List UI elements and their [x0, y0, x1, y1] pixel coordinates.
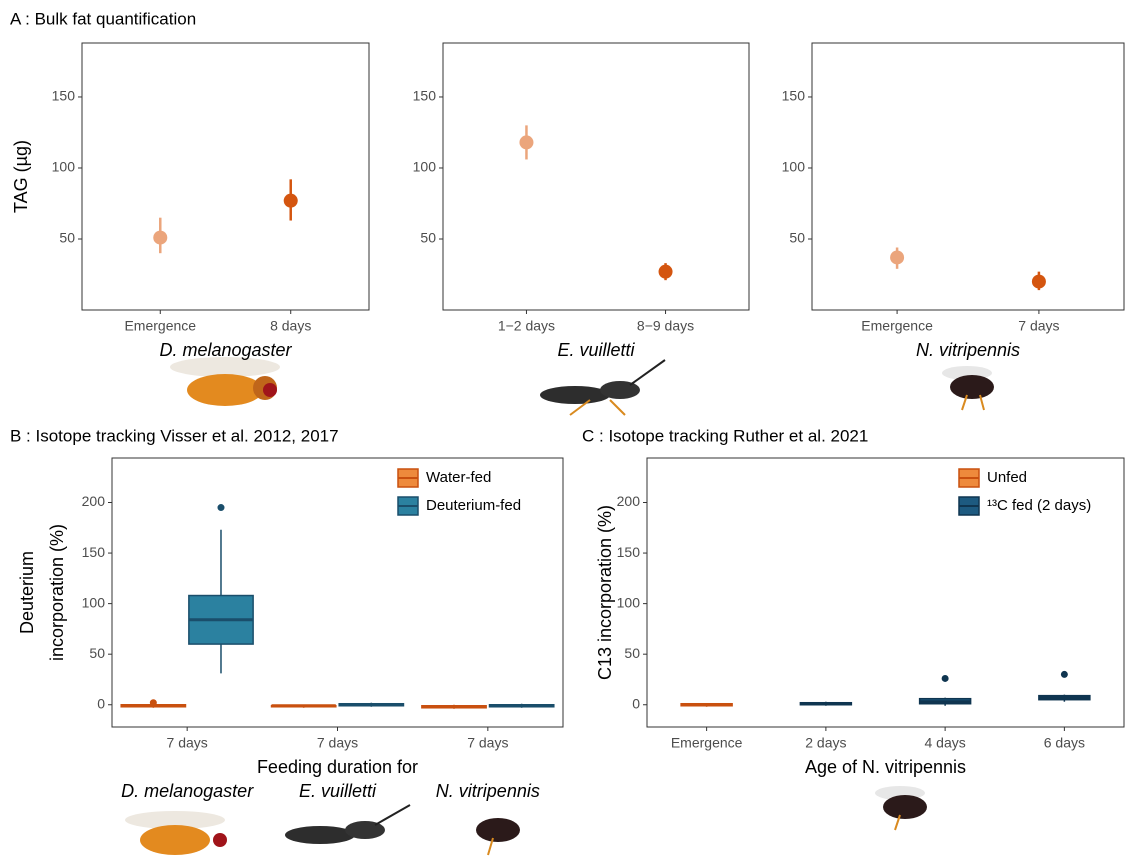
y-tick-label: 150	[617, 544, 641, 560]
wasp-illustration	[285, 805, 410, 844]
x-tick-label: 2 days	[805, 735, 846, 751]
y-tick-label: 50	[420, 230, 436, 246]
x-axis-title: N. vitripennis	[916, 340, 1020, 360]
y-tick-label: 100	[413, 159, 437, 175]
x-tick-label: 7 days	[467, 735, 508, 751]
y-tick-label: 50	[59, 230, 75, 246]
x-tick-label: 7 days	[317, 735, 358, 751]
panel-border	[82, 43, 369, 310]
x-tick-label: Emergence	[124, 318, 196, 334]
x-axis-title: Feeding duration for	[257, 757, 418, 777]
legend-label: ¹³C fed (2 days)	[987, 497, 1091, 514]
legend-label: Unfed	[987, 469, 1027, 486]
panel-border	[812, 43, 1124, 310]
x-tick-label: Emergence	[671, 735, 743, 751]
y-tick-label: 50	[789, 230, 805, 246]
y-tick-label: 150	[52, 88, 76, 104]
y-axis-title: C13 incorporation (%)	[595, 505, 615, 680]
figure: A : Bulk fat quantification 50 100 150 Emerg…	[0, 0, 1125, 863]
outlier	[150, 699, 157, 706]
y-tick-label: 0	[632, 695, 640, 711]
x-axis-title: Age of N. vitripennis	[805, 757, 966, 777]
wasp-illustration	[540, 360, 665, 415]
panel-title: B : Isotope tracking Visser et al. 2012,…	[10, 426, 339, 445]
y-axis-title: Deuterium	[17, 551, 37, 634]
y-tick-label: 100	[617, 594, 641, 610]
y-tick-label: 100	[82, 594, 106, 610]
x-tick-label: 1−2 days	[498, 318, 555, 334]
x-tick-label: 8−9 days	[637, 318, 694, 334]
panel-title: A : Bulk fat quantification	[10, 9, 196, 28]
wasp-illustration	[476, 818, 520, 855]
fly-illustration	[125, 811, 227, 855]
point	[153, 231, 167, 245]
y-axis-title: incorporation (%)	[47, 524, 67, 661]
x-tick-label: Emergence	[861, 318, 933, 334]
x-tick-label: 8 days	[270, 318, 311, 334]
group-label: N. vitripennis	[436, 781, 540, 801]
wasp-illustration	[942, 366, 994, 410]
group-label: E. vuilletti	[299, 781, 377, 801]
y-tick-label: 200	[82, 493, 106, 509]
x-axis-title: D. melanogaster	[159, 340, 292, 360]
legend-label: Deuterium-fed	[426, 497, 521, 514]
point	[519, 135, 533, 149]
legend-label: Water-fed	[426, 469, 491, 486]
y-tick-label: 100	[782, 159, 806, 175]
wasp-illustration	[875, 786, 927, 830]
panel-title: C : Isotope tracking Ruther et al. 2021	[582, 426, 868, 445]
y-tick-label: 200	[617, 493, 641, 509]
y-axis-title: TAG (µg)	[11, 140, 31, 213]
x-tick-label: 6 days	[1044, 735, 1085, 751]
point	[890, 250, 904, 264]
y-tick-label: 150	[82, 544, 106, 560]
outlier	[1061, 671, 1068, 678]
group-label: D. melanogaster	[121, 781, 254, 801]
x-tick-label: 7 days	[1018, 318, 1059, 334]
y-tick-label: 50	[624, 645, 640, 661]
point	[284, 194, 298, 208]
fly-illustration	[170, 357, 280, 406]
x-tick-label: 4 days	[925, 735, 966, 751]
point	[659, 265, 673, 279]
outlier	[942, 675, 949, 682]
y-tick-label: 150	[782, 88, 806, 104]
y-tick-label: 0	[97, 695, 105, 711]
point	[1032, 275, 1046, 289]
x-tick-label: 7 days	[167, 735, 208, 751]
y-tick-label: 100	[52, 159, 76, 175]
y-tick-label: 150	[413, 88, 437, 104]
panel-border	[443, 43, 749, 310]
outlier	[217, 504, 224, 511]
y-tick-label: 50	[89, 645, 105, 661]
x-axis-title: E. vuilletti	[557, 340, 635, 360]
